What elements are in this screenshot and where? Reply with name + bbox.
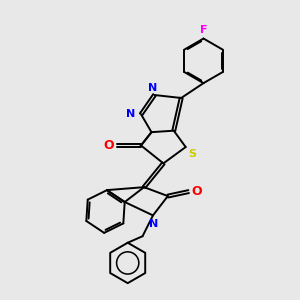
Text: N: N bbox=[149, 219, 158, 229]
Text: S: S bbox=[189, 148, 196, 158]
Text: O: O bbox=[104, 139, 114, 152]
Text: N: N bbox=[148, 82, 158, 93]
Text: O: O bbox=[192, 185, 202, 198]
Text: F: F bbox=[200, 25, 207, 35]
Text: N: N bbox=[127, 109, 136, 119]
